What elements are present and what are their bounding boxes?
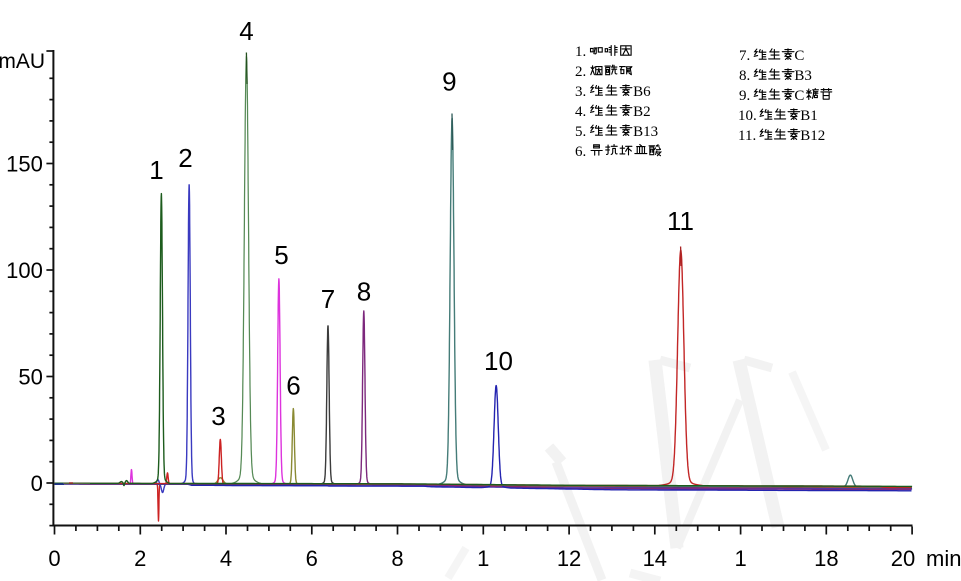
svg-text:min: min [926,546,961,571]
svg-text:5.: 5. [575,124,586,140]
svg-text:2: 2 [134,546,146,571]
svg-text:1: 1 [734,546,746,571]
svg-text:1: 1 [149,155,163,185]
svg-text:11.: 11. [738,128,756,144]
svg-text:B6: B6 [633,84,651,100]
svg-text:2.: 2. [575,64,586,80]
svg-text:8: 8 [357,277,371,307]
svg-text:1: 1 [477,546,489,571]
svg-text:4.: 4. [575,104,586,120]
svg-text:B12: B12 [800,128,825,144]
svg-text:8.: 8. [739,68,750,84]
svg-text:20: 20 [891,546,915,571]
svg-text:150: 150 [6,152,43,177]
svg-text:3: 3 [211,401,225,431]
svg-text:C: C [794,48,804,64]
svg-text:0: 0 [48,546,60,571]
svg-text:1.: 1. [575,44,586,60]
svg-text:7: 7 [321,284,335,314]
svg-text:B1: B1 [800,108,818,124]
svg-text:50: 50 [18,365,42,390]
svg-text:9.: 9. [739,88,750,104]
svg-text:5: 5 [274,240,288,270]
svg-text:9: 9 [442,67,456,97]
svg-text:6: 6 [306,546,318,571]
svg-text:6: 6 [286,371,300,401]
svg-text:10.: 10. [738,108,757,124]
svg-text:14: 14 [643,546,667,571]
svg-text:2: 2 [178,143,192,173]
svg-text:B2: B2 [633,104,651,120]
svg-text:3.: 3. [575,84,586,100]
svg-text:100: 100 [6,258,43,283]
svg-text:11: 11 [667,206,694,236]
svg-text:12: 12 [557,546,581,571]
svg-text:0: 0 [31,471,43,496]
svg-text:7.: 7. [739,48,750,64]
svg-text:8: 8 [391,546,403,571]
svg-text:4: 4 [220,546,232,571]
svg-text:18: 18 [814,546,838,571]
svg-text:10: 10 [484,346,513,376]
svg-text:6.: 6. [575,144,586,160]
svg-text:B3: B3 [794,68,812,84]
svg-text:4: 4 [239,16,253,46]
svg-text:mAU: mAU [0,50,45,73]
svg-text:C: C [794,88,804,104]
svg-text:B13: B13 [633,124,658,140]
